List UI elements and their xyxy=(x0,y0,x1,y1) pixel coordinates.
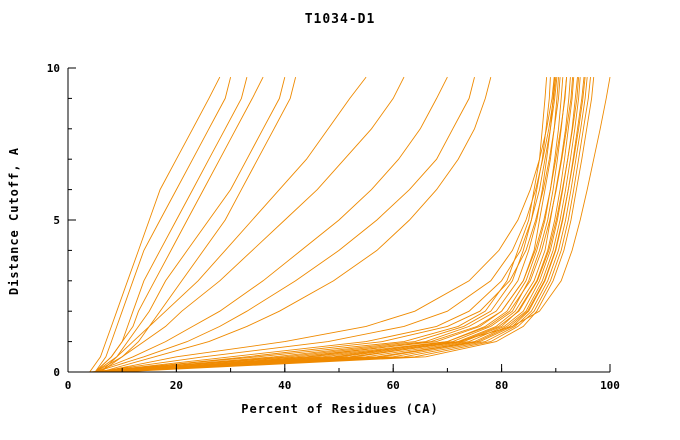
series-line xyxy=(111,77,591,373)
series-line xyxy=(94,76,448,373)
series-line xyxy=(100,77,568,373)
series-line xyxy=(111,77,588,373)
y-axis-label: Distance Cutoff, A xyxy=(7,146,21,296)
series-line xyxy=(100,77,561,373)
y-tick-label: 10 xyxy=(47,62,60,75)
series-line xyxy=(100,76,297,373)
x-axis-label: Percent of Residues (CA) xyxy=(241,402,439,416)
series-line xyxy=(105,77,575,373)
series-line xyxy=(116,77,586,373)
series-line xyxy=(111,77,585,373)
x-tick-label: 40 xyxy=(278,379,291,392)
x-tick-label: 100 xyxy=(600,379,620,392)
series-line xyxy=(100,77,555,373)
series-line xyxy=(95,77,558,373)
series-line xyxy=(105,77,568,373)
series-line xyxy=(94,76,232,373)
x-tick-label: 80 xyxy=(495,379,508,392)
series-line xyxy=(100,77,571,373)
series-line xyxy=(105,77,574,373)
series-line xyxy=(94,76,405,373)
series-line xyxy=(95,77,557,373)
y-tick-label: 0 xyxy=(53,366,60,379)
x-tick-label: 60 xyxy=(387,379,400,392)
chart-title: T1034-D1 xyxy=(304,12,376,27)
series-line xyxy=(94,76,367,373)
series-line xyxy=(95,77,551,373)
series-line xyxy=(100,76,492,373)
series-line xyxy=(116,77,595,373)
series-line xyxy=(94,76,264,373)
series-line xyxy=(111,77,580,373)
series-line xyxy=(89,76,221,373)
y-tick-label: 5 xyxy=(53,214,60,227)
x-tick-label: 20 xyxy=(170,379,183,392)
series-line xyxy=(100,76,286,373)
series-line xyxy=(95,77,611,373)
series-line xyxy=(95,77,559,373)
series-line xyxy=(105,77,578,373)
series-line xyxy=(89,77,548,373)
series-line xyxy=(94,76,248,373)
series-line xyxy=(94,76,475,373)
x-tick-label: 0 xyxy=(65,379,72,392)
